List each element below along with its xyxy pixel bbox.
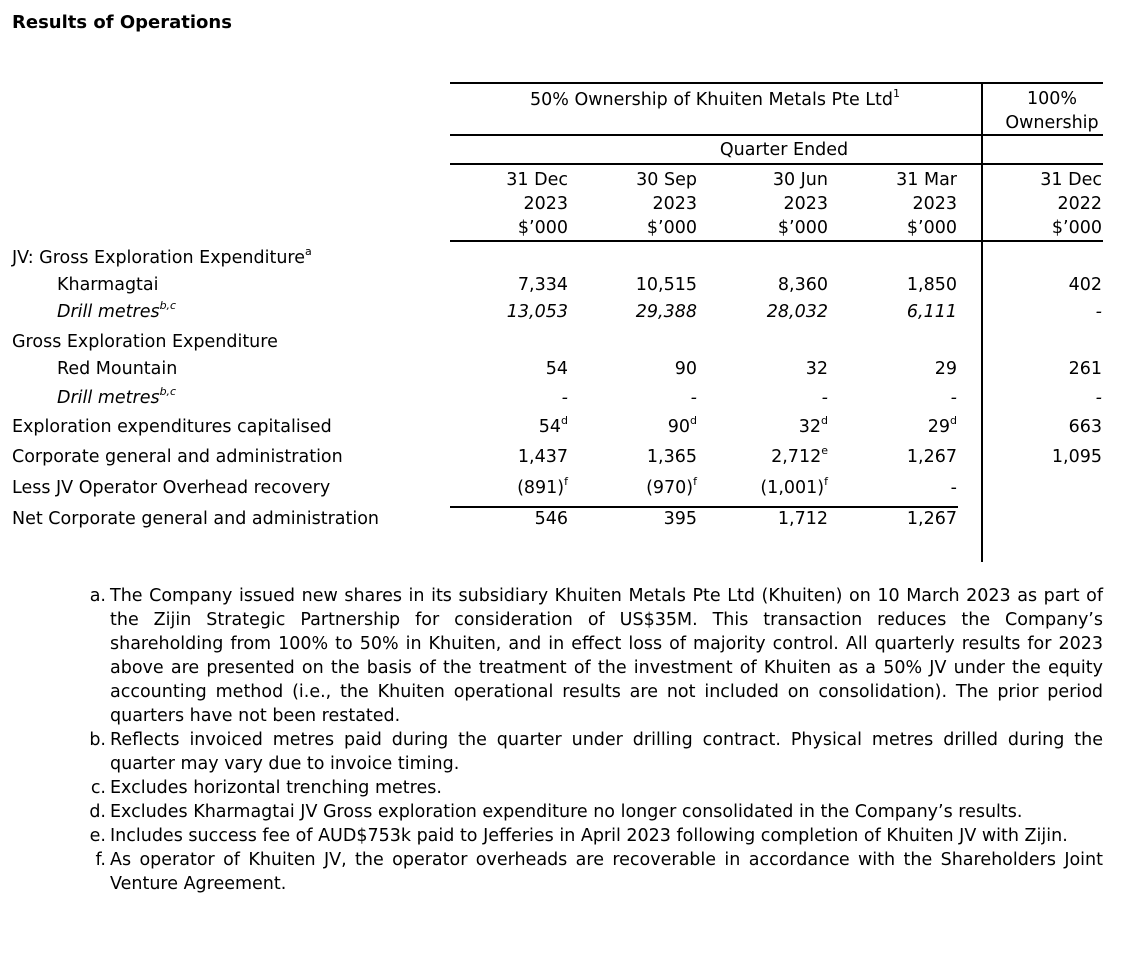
footnote-text: Excludes Kharmagtai JV Gross exploration… [110,802,1023,822]
column-header-line: $’000 [646,218,697,238]
footnote-text: The Company issued new shares in its sub… [110,586,1103,726]
footnote: a. The Company issued new shares in its s… [85,584,1103,728]
table-cell: 1,267 [906,447,957,467]
table-cell: - [950,388,957,408]
column-header-line: $’000 [517,218,568,238]
table-cell: 29 [934,359,957,379]
footnote: d. Excludes Kharmagtai JV Gross explorati… [85,800,1103,824]
column-header-line: $’000 [777,218,828,238]
column-header-line: 2023 [523,194,568,214]
column-header: 31 Dec 2022 $’000 [1040,168,1102,240]
table-cell: 54d [538,414,568,437]
table-cell: 32d [798,414,828,437]
footnote: c. Excludes horizontal trenching metres. [85,776,1103,800]
footnote-text: As operator of Khuiten JV, the operator … [110,850,1103,894]
table-cell: 32 [805,359,828,379]
column-header-line: 31 Mar [896,170,957,190]
column-header-line: 31 Dec [506,170,568,190]
table-cell: 546 [534,509,568,529]
table-cell: 1,267 [906,509,957,529]
column-header-line: 31 Dec [1040,170,1102,190]
footnote-key: e. [89,826,106,846]
row-label: Gross Exploration Expenditure [12,332,278,352]
column-header-line: $’000 [1051,218,1102,238]
column-header-line: 2022 [1057,194,1102,214]
row-label: Exploration expenditures capitalised [12,417,332,437]
table-cell: 663 [1068,417,1102,437]
table-cell: 54 [545,359,568,379]
column-header-line: $’000 [906,218,957,238]
footnote: f. As operator of Khuiten JV, the operato… [85,848,1103,896]
table-cell: 1,712 [777,509,828,529]
table-cell: 29d [927,414,957,437]
table-cell: 10,515 [635,275,697,295]
table-cell: 261 [1068,359,1102,379]
footnote-key: c. [90,778,106,798]
table-cell: 1,095 [1051,447,1102,467]
table-cell: 29,388 [635,302,697,322]
table-cell: 395 [663,509,697,529]
footnote: e. Includes success fee of AUD$753k paid … [85,824,1103,848]
table-cell: 1,850 [906,275,957,295]
rule [450,134,1103,136]
table-cell: - [1095,302,1102,322]
group-header-50pct: 50% Ownership of Khuiten Metals Pte Ltd1 [529,87,901,110]
rule [450,163,1103,165]
row-label: Less JV Operator Overhead recovery [12,478,331,498]
table-cell: - [821,388,828,408]
table-cell: - [1095,388,1102,408]
table-cell: 13,053 [506,302,568,322]
column-header: 31 Dec 2023 $’000 [506,168,568,240]
table-cell: 7,334 [517,275,568,295]
row-label: Red Mountain [57,359,178,379]
row-label: Net Corporate general and administration [12,509,380,529]
footnote-text: Reflects invoiced metres paid during the… [110,730,1103,774]
column-header-line: 2023 [783,194,828,214]
table-cell: 28,032 [766,302,828,322]
footnote-key: a. [89,586,106,606]
table-cell: 1,365 [646,447,697,467]
table-top-rule [450,82,1103,84]
table-cell: (891)f [517,475,568,498]
column-header-line: 2023 [652,194,697,214]
column-header-line: 30 Sep [636,170,697,190]
row-label: Kharmagtai [57,275,159,295]
footnotes: a. The Company issued new shares in its s… [85,584,1103,896]
row-label: Corporate general and administration [12,447,343,467]
subtotal-rule [450,506,958,508]
table-cell: - [561,388,568,408]
column-header: 30 Jun 2023 $’000 [773,168,828,240]
footnote: b. Reflects invoiced metres paid during t… [85,728,1103,776]
column-header-line: 2023 [912,194,957,214]
row-label: JV: Gross Exploration Expenditurea [12,245,312,268]
table-cell: (970)f [646,475,697,498]
table-cell: 6,111 [906,302,957,322]
column-header: 31 Mar 2023 $’000 [896,168,957,240]
table-cell: - [950,478,957,498]
footnote-text: Includes success fee of AUD$753k paid to… [110,826,1068,846]
table-cell: 90 [674,359,697,379]
group-header-100pct: 100% Ownership [1005,89,1099,133]
footnote-text: Excludes horizontal trenching metres. [110,778,442,798]
column-header-line: 30 Jun [772,170,828,190]
quarter-ended-header: Quarter Ended [719,140,849,160]
footnote-key: b. [89,730,106,750]
footnote-key: f. [95,850,106,870]
rule [450,240,1103,242]
table-cell: 90d [667,414,697,437]
table-cell: 1,437 [517,447,568,467]
table-cell: 2,712e [771,444,828,467]
column-header: 30 Sep 2023 $’000 [636,168,697,240]
column-divider [981,82,983,562]
table-cell: - [690,388,697,408]
table-cell: 402 [1068,275,1102,295]
table-cell: (1,001)f [760,475,828,498]
footnote-key: d. [89,802,106,822]
row-label: Drill metresb,c [57,385,177,408]
table-cell: 8,360 [777,275,828,295]
section-title: Results of Operations [12,12,232,33]
row-label: Drill metresb,c [57,299,177,322]
